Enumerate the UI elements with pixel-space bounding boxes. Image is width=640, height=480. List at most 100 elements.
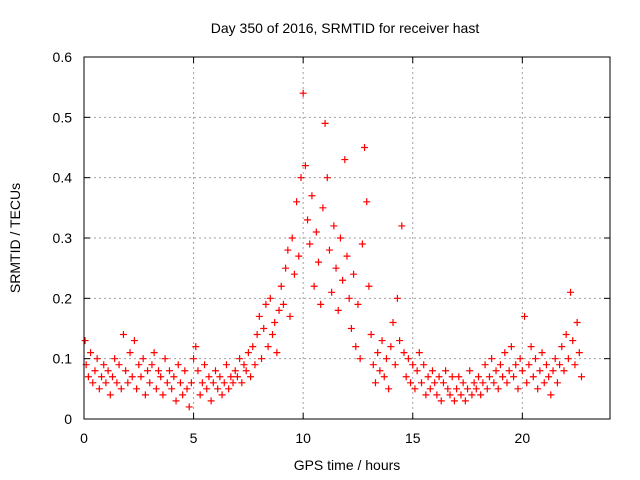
data-point [433,391,441,399]
data-point [227,373,235,381]
data-point [275,306,283,314]
data-point [266,294,274,302]
data-point [391,361,399,369]
data-point [448,373,456,381]
data-point [290,270,298,278]
data-point [192,343,200,351]
data-point [358,240,366,248]
data-point [262,300,270,308]
data-point [297,174,305,182]
data-point [332,264,340,272]
data-point [389,318,397,326]
data-point [409,361,417,369]
data-point [363,198,371,206]
data-point [319,204,327,212]
data-point [286,312,294,320]
data-point [428,367,436,375]
data-point [385,385,393,393]
data-point [176,379,184,387]
data-point [242,367,250,375]
data-point [407,379,415,387]
data-point [468,391,476,399]
data-point [553,379,561,387]
data-point [352,343,360,351]
x-tick-label: 20 [515,430,531,446]
data-point [244,349,252,357]
data-point [485,373,493,381]
data-point [141,391,149,399]
data-point [356,355,364,363]
data-point [567,288,575,296]
data-point [317,300,325,308]
data-point [336,234,344,242]
data-point [268,331,276,339]
data-point [328,288,336,296]
data-point [174,361,182,369]
data-point [516,355,524,363]
data-point [179,391,187,399]
data-point [323,174,331,182]
data-point [457,391,465,399]
data-point [494,385,502,393]
data-point [466,367,474,375]
data-point [299,89,307,97]
data-point [128,373,136,381]
data-point [111,355,119,363]
data-point [387,343,395,351]
data-point [304,216,312,224]
data-point [310,282,318,290]
data-point [133,385,141,393]
data-point [354,300,362,308]
data-point [575,349,583,357]
data-point [479,379,487,387]
data-point [98,373,106,381]
data-point [455,373,463,381]
data-point [196,391,204,399]
data-point [571,361,579,369]
data-point [411,385,419,393]
data-point [139,355,147,363]
data-point [503,379,511,387]
data-point [551,355,559,363]
data-point [505,367,513,375]
data-point [306,240,314,248]
data-point [492,367,500,375]
data-point [89,379,97,387]
data-point [325,246,333,254]
data-point [413,367,421,375]
data-point [122,367,130,375]
data-point [350,270,358,278]
data-point [95,385,103,393]
data-point [439,379,447,387]
data-point [444,385,452,393]
y-tick-label: 0.1 [53,351,73,367]
x-axis-label: GPS time / hours [294,457,401,473]
data-point [295,252,303,260]
data-point [238,379,246,387]
data-point [378,337,386,345]
data-point [216,373,224,381]
data-point [376,367,384,375]
data-point [119,331,127,339]
data-point [374,349,382,357]
x-tick-label: 0 [80,430,88,446]
data-point [222,361,230,369]
data-point [81,337,89,345]
data-point [106,391,114,399]
data-point [100,361,108,369]
data-point [135,361,143,369]
data-point [152,385,160,393]
data-point [382,355,390,363]
data-point [569,337,577,345]
data-point [365,282,373,290]
data-point [529,373,537,381]
data-point [549,367,557,375]
data-point [415,349,423,357]
data-point [542,361,550,369]
data-point [253,331,261,339]
data-point [124,379,132,387]
data-point [558,343,566,351]
data-point [108,373,116,381]
data-point [459,379,467,387]
data-point [556,361,564,369]
